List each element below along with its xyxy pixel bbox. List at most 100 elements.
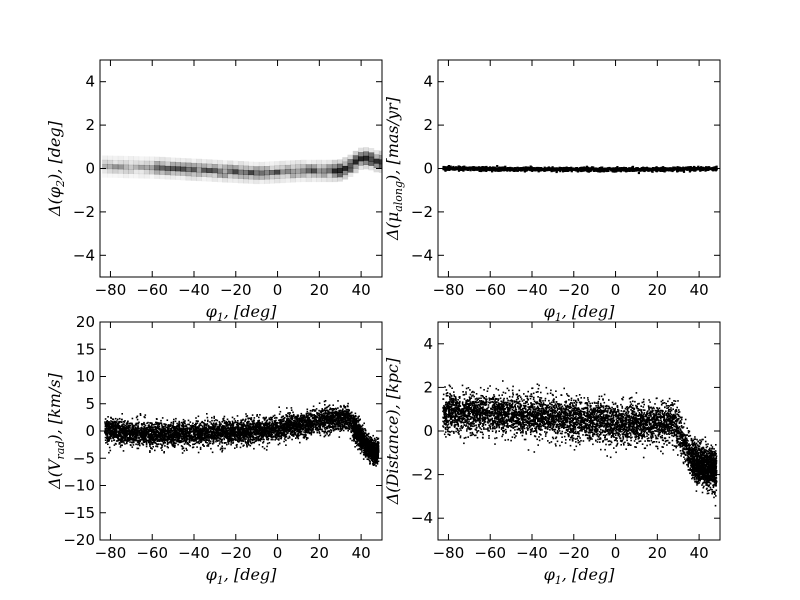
- heatmap-cell: [211, 164, 218, 169]
- scatter-point: [227, 420, 230, 423]
- heatmap-cell: [175, 170, 181, 176]
- scatter-point: [179, 433, 182, 435]
- heatmap-cell: [316, 177, 322, 183]
- y-tick-label: 4: [423, 73, 433, 91]
- scatter-point: [485, 165, 488, 169]
- scatter-point: [105, 422, 108, 424]
- scatter-point: [157, 424, 159, 427]
- scatter-point: [448, 168, 451, 171]
- scatter-point: [618, 167, 621, 170]
- scatter-point: [615, 170, 618, 173]
- heatmap-cell: [378, 163, 382, 169]
- y-axis-label: Δ(φ2), [deg]: [45, 120, 67, 217]
- scatter-point: [639, 169, 642, 172]
- scatter-point: [305, 414, 308, 416]
- scatter-point: [539, 168, 542, 171]
- scatter-point: [521, 169, 524, 172]
- scatter-point: [678, 166, 681, 169]
- scatter-point: [106, 420, 108, 423]
- scatter-point: [122, 437, 125, 439]
- heatmap-cell: [331, 168, 338, 174]
- scatter-point: [245, 424, 247, 427]
- scatter-point: [240, 442, 243, 445]
- heatmap-cell: [264, 161, 270, 167]
- scatter-point: [289, 412, 291, 414]
- scatter-point: [712, 167, 715, 170]
- heatmap-cell: [211, 172, 218, 178]
- heatmap-cell: [190, 171, 197, 177]
- scatter-point: [529, 169, 532, 172]
- scatter-point: [342, 421, 345, 424]
- scatter-point: [308, 424, 310, 427]
- scatter-point: [498, 166, 501, 169]
- scatter-point: [616, 166, 619, 169]
- scatter-point: [174, 442, 176, 445]
- scatter-point: [206, 442, 208, 444]
- scatter-point: [355, 422, 358, 425]
- heatmap-cell: [175, 157, 181, 163]
- scatter-point: [496, 165, 499, 168]
- scatter-point: [295, 437, 297, 439]
- scatter-point: [551, 166, 554, 169]
- scatter-point: [377, 460, 380, 463]
- scatter-point: [478, 169, 481, 172]
- scatter-point: [568, 168, 571, 171]
- scatter-point: [292, 411, 294, 414]
- heatmap-cell: [305, 172, 312, 178]
- scatter-point: [137, 426, 139, 429]
- scatter-point: [131, 446, 134, 448]
- data-points: [104, 400, 380, 467]
- scatter-point: [281, 426, 284, 428]
- heatmap-cell: [128, 169, 134, 174]
- scatter-point: [294, 420, 296, 423]
- scatter-point: [365, 434, 368, 437]
- scatter-point: [652, 168, 655, 171]
- scatter-point: [132, 440, 134, 442]
- scatter-point: [168, 441, 171, 444]
- scatter-point: [148, 424, 150, 426]
- y-tick-label: −4: [411, 246, 433, 264]
- scatter-point: [347, 411, 349, 413]
- scatter-point: [307, 414, 310, 416]
- scatter-point: [278, 421, 281, 424]
- heatmap-cell: [185, 162, 192, 168]
- heatmap-cell: [358, 152, 364, 157]
- scatter-point: [475, 166, 478, 169]
- scatter-point: [259, 440, 262, 442]
- scatter-point: [116, 418, 119, 421]
- scatter-point: [370, 457, 372, 459]
- data-points: [102, 147, 382, 185]
- scatter-point: [345, 412, 347, 414]
- scatter-point: [322, 419, 325, 422]
- scatter-point: [271, 421, 273, 423]
- heatmap-cell: [138, 164, 145, 170]
- scatter-point: [299, 417, 302, 420]
- scatter-point: [691, 166, 694, 169]
- scatter-point: [361, 424, 364, 426]
- scatter-point: [155, 430, 158, 433]
- heatmap-cell: [284, 173, 291, 179]
- scatter-point: [240, 429, 242, 431]
- scatter-point: [217, 440, 219, 442]
- scatter-point: [598, 167, 601, 170]
- heatmap-cell: [311, 168, 317, 174]
- scatter-point: [173, 434, 175, 436]
- scatter-point: [132, 444, 135, 446]
- scatter-point: [469, 167, 472, 170]
- scatter-point: [610, 167, 613, 170]
- scatter-point: [473, 166, 476, 169]
- scatter-point: [327, 415, 330, 418]
- heatmap-cell: [368, 161, 375, 166]
- scatter-point: [708, 167, 711, 170]
- scatter-point: [346, 423, 349, 426]
- scatter-point: [110, 435, 112, 437]
- scatter-point: [628, 167, 631, 170]
- y-tick-label: −2: [411, 203, 433, 221]
- heatmap-cell: [201, 172, 208, 177]
- heatmap-cell: [373, 167, 380, 173]
- heatmap-cell: [206, 163, 213, 169]
- scatter-point: [162, 426, 165, 428]
- scatter-point: [153, 423, 156, 426]
- heatmap-cell: [143, 160, 150, 166]
